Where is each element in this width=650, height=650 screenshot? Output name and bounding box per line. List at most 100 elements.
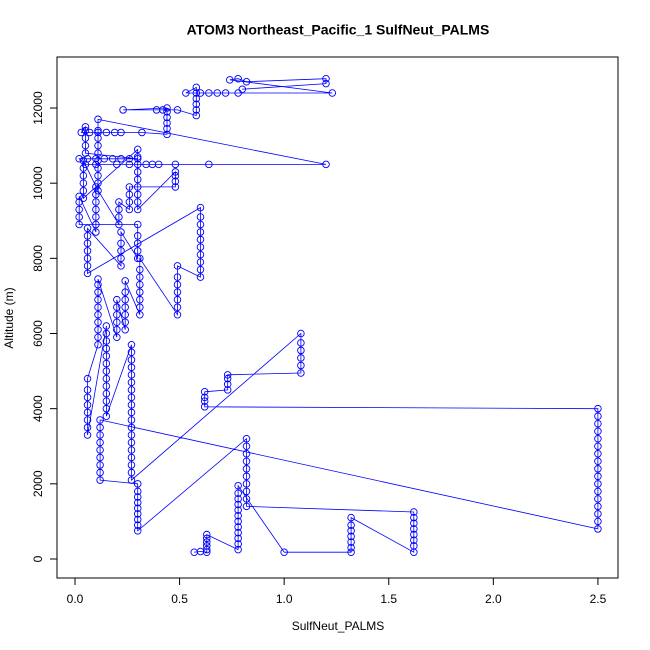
data-point	[297, 346, 305, 355]
data-point	[234, 74, 242, 83]
data-point	[594, 434, 602, 443]
data-point	[594, 465, 602, 473]
data-point	[83, 423, 92, 432]
y-tick-label: 2000	[31, 470, 45, 497]
data-point	[200, 393, 209, 402]
data-point	[234, 495, 242, 503]
data-point	[83, 393, 92, 402]
data-point	[92, 220, 100, 229]
data-point	[171, 177, 180, 186]
data-point	[102, 352, 111, 360]
data-point	[127, 431, 136, 439]
data-point	[113, 326, 121, 334]
data-point	[138, 128, 146, 137]
data-point	[594, 525, 602, 533]
data-point	[280, 548, 288, 556]
data-point	[94, 134, 102, 142]
data-point	[234, 512, 242, 520]
data-point	[347, 543, 355, 552]
data-point	[234, 528, 242, 537]
data-point	[96, 453, 104, 462]
data-point	[117, 239, 125, 248]
data-point	[234, 489, 242, 497]
data-point	[83, 269, 92, 278]
data-point	[133, 527, 142, 535]
data-point	[127, 356, 136, 364]
data-point	[133, 232, 142, 240]
data-point	[92, 190, 100, 199]
data-point	[75, 155, 83, 163]
data-point	[410, 525, 418, 533]
data-point	[192, 111, 201, 120]
data-point	[115, 213, 123, 221]
data-point	[117, 128, 125, 137]
data-point	[117, 262, 125, 270]
data-point	[113, 318, 121, 326]
data-point	[223, 371, 232, 379]
data-point	[410, 508, 418, 516]
data-point	[108, 155, 117, 163]
data-point	[173, 262, 182, 270]
data-point	[173, 106, 182, 114]
data-point	[121, 326, 129, 334]
data-point	[102, 329, 111, 338]
data-point	[127, 438, 136, 447]
data-point	[322, 160, 330, 169]
data-point	[81, 123, 90, 131]
data-point	[196, 258, 205, 266]
data-point	[117, 228, 125, 236]
data-point	[133, 168, 142, 176]
data-point	[96, 468, 104, 477]
data-point	[192, 100, 201, 109]
data-point	[94, 115, 102, 124]
data-point	[83, 232, 92, 240]
data-point	[85, 128, 94, 137]
data-point	[96, 431, 104, 439]
data-point	[117, 254, 125, 263]
data-point	[196, 265, 205, 274]
data-point	[92, 155, 100, 163]
data-point	[83, 247, 92, 255]
data-point	[83, 408, 92, 417]
data-point	[196, 220, 205, 229]
data-point	[94, 171, 102, 180]
data-point	[242, 502, 251, 511]
data-point	[102, 344, 111, 353]
data-point	[119, 106, 127, 114]
data-point	[75, 213, 83, 221]
data-point	[79, 164, 88, 172]
data-point	[79, 186, 88, 195]
data-point	[203, 534, 211, 543]
data-point	[171, 160, 180, 169]
data-point	[94, 164, 102, 172]
data-point	[223, 374, 232, 383]
data-point	[133, 220, 142, 229]
data-point	[133, 175, 142, 184]
data-point	[75, 220, 83, 229]
data-point	[242, 480, 251, 488]
data-point	[102, 382, 111, 390]
data-point	[242, 77, 251, 86]
data-point	[347, 538, 355, 546]
data-point	[83, 416, 92, 424]
y-tick-label: 6000	[31, 320, 45, 347]
data-point	[133, 521, 142, 529]
data-point	[242, 457, 251, 466]
data-point	[83, 374, 92, 383]
data-point	[594, 495, 602, 503]
data-point	[136, 265, 144, 274]
data-point	[100, 155, 109, 163]
data-point	[594, 419, 602, 428]
data-point	[297, 329, 305, 338]
data-point	[238, 85, 247, 93]
data-point	[242, 434, 251, 443]
data-point	[173, 295, 182, 304]
data-point	[594, 442, 602, 450]
data-point	[173, 273, 182, 281]
data-point	[113, 310, 121, 319]
data-point	[163, 130, 171, 139]
data-point	[121, 318, 129, 326]
data-point	[94, 128, 102, 137]
data-point	[133, 205, 142, 214]
data-point	[83, 239, 92, 248]
